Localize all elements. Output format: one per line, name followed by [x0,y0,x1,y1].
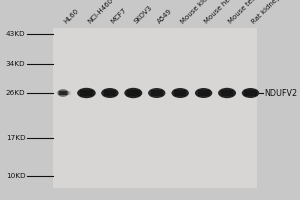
Bar [127,90,140,96]
Text: Rat kidney: Rat kidney [250,0,281,25]
Bar [197,90,210,96]
Bar [52,28,256,188]
Text: SKOV3: SKOV3 [133,4,154,25]
Text: MCF7: MCF7 [110,7,128,25]
Bar [68,91,69,95]
Text: 34KD: 34KD [6,61,26,67]
Bar [65,91,66,95]
Bar [62,91,63,95]
Bar [60,91,61,95]
Bar [60,91,61,95]
Bar [64,91,65,95]
Bar [221,90,233,96]
Bar [68,91,69,95]
Bar [61,91,62,95]
Bar [59,91,60,95]
Bar [63,91,64,95]
Bar [70,91,71,95]
Ellipse shape [172,88,189,98]
Text: A549: A549 [157,8,174,25]
Bar [65,91,66,95]
Bar [151,90,163,96]
Ellipse shape [77,88,96,98]
Bar [69,91,70,95]
Ellipse shape [148,88,166,98]
Bar [70,91,71,95]
Bar [174,90,186,96]
Bar [64,91,65,95]
Bar [62,91,63,95]
Text: Mouse heart: Mouse heart [204,0,238,25]
Bar [59,91,60,95]
Bar [67,91,68,95]
Bar [66,91,67,95]
Bar [69,91,70,95]
Bar [80,90,93,96]
Ellipse shape [195,88,212,98]
Bar [70,91,71,95]
Bar [64,91,65,95]
Bar [244,90,256,96]
Bar [67,91,68,95]
Bar [62,91,63,95]
Text: 17KD: 17KD [6,135,26,141]
Bar [58,91,59,95]
Bar [63,91,64,95]
Bar [66,91,67,95]
Text: NCI-H460: NCI-H460 [86,0,114,25]
Bar [64,91,65,95]
Ellipse shape [101,88,118,98]
Text: Mouse testis: Mouse testis [227,0,262,25]
Bar [104,90,116,96]
Bar [70,91,71,95]
Text: 43KD: 43KD [6,31,26,37]
Ellipse shape [124,88,142,98]
Bar [65,91,66,95]
Text: 10KD: 10KD [6,173,26,179]
Text: NDUFV2: NDUFV2 [265,88,298,98]
Ellipse shape [218,88,236,98]
Bar [68,91,69,95]
Bar [67,91,68,95]
Bar [62,91,63,95]
Bar [69,91,70,95]
Bar [61,91,62,95]
Bar [63,91,64,95]
Text: 26KD: 26KD [6,90,26,96]
Text: Mouse kidney: Mouse kidney [180,0,218,25]
Bar [68,91,69,95]
Bar [66,91,67,95]
Text: HL60: HL60 [63,8,80,25]
Ellipse shape [57,89,69,97]
Bar [59,91,67,95]
Bar [59,91,60,95]
Bar [61,91,62,95]
Ellipse shape [242,88,259,98]
Bar [63,91,64,95]
Bar [67,91,68,95]
Bar [66,91,67,95]
Bar [59,91,60,95]
Bar [60,91,61,95]
